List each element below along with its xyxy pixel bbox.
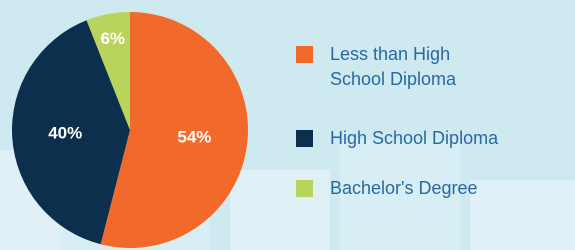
legend-swatch [296,180,313,197]
legend-item: Less than High School Diploma [296,42,490,92]
data-label: 54% [177,128,211,147]
pie-chart: 54% 40% 6% [0,0,575,250]
data-label: 6% [100,29,125,48]
legend-item: High School Diploma [296,126,498,151]
data-label: 40% [48,124,82,143]
legend-label: Bachelor's Degree [330,176,478,201]
legend-label: High School Diploma [330,126,498,151]
legend-label: Less than High School Diploma [330,42,490,92]
chart: 54% 40% 6% Less than High School Diploma Hi… [0,0,575,250]
legend-swatch [296,130,313,147]
legend-item: Bachelor's Degree [296,176,478,201]
legend-swatch [296,46,313,63]
